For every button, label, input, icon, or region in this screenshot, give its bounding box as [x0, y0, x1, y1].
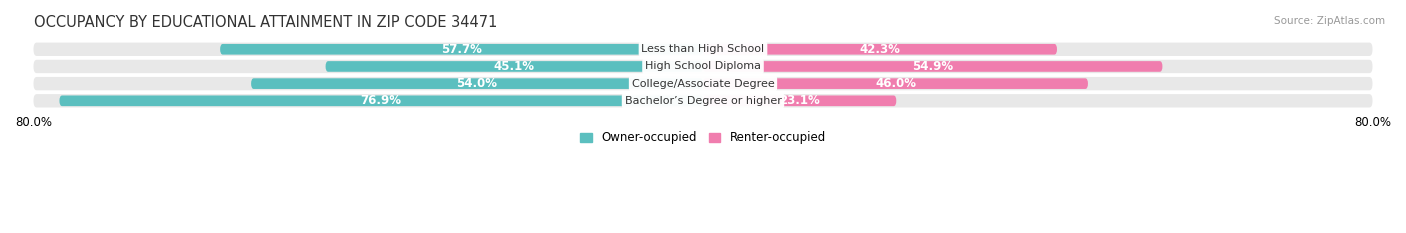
- FancyBboxPatch shape: [703, 96, 896, 106]
- FancyBboxPatch shape: [34, 60, 1372, 73]
- Text: Less than High School: Less than High School: [641, 44, 765, 54]
- Text: Bachelor’s Degree or higher: Bachelor’s Degree or higher: [624, 96, 782, 106]
- FancyBboxPatch shape: [252, 78, 703, 89]
- FancyBboxPatch shape: [59, 96, 703, 106]
- FancyBboxPatch shape: [34, 43, 1372, 56]
- FancyBboxPatch shape: [703, 61, 1163, 72]
- Text: 76.9%: 76.9%: [361, 94, 402, 107]
- Text: 42.3%: 42.3%: [859, 43, 900, 56]
- Text: 54.9%: 54.9%: [912, 60, 953, 73]
- Text: 46.0%: 46.0%: [875, 77, 915, 90]
- Text: 57.7%: 57.7%: [441, 43, 482, 56]
- Text: High School Diploma: High School Diploma: [645, 62, 761, 72]
- FancyBboxPatch shape: [703, 78, 1088, 89]
- Text: 54.0%: 54.0%: [457, 77, 498, 90]
- Text: Source: ZipAtlas.com: Source: ZipAtlas.com: [1274, 16, 1385, 26]
- Text: 45.1%: 45.1%: [494, 60, 534, 73]
- FancyBboxPatch shape: [34, 77, 1372, 90]
- Text: College/Associate Degree: College/Associate Degree: [631, 79, 775, 89]
- Text: 23.1%: 23.1%: [779, 94, 820, 107]
- Legend: Owner-occupied, Renter-occupied: Owner-occupied, Renter-occupied: [579, 131, 827, 144]
- FancyBboxPatch shape: [221, 44, 703, 55]
- Text: OCCUPANCY BY EDUCATIONAL ATTAINMENT IN ZIP CODE 34471: OCCUPANCY BY EDUCATIONAL ATTAINMENT IN Z…: [34, 15, 496, 30]
- FancyBboxPatch shape: [326, 61, 703, 72]
- FancyBboxPatch shape: [703, 44, 1057, 55]
- FancyBboxPatch shape: [34, 94, 1372, 107]
